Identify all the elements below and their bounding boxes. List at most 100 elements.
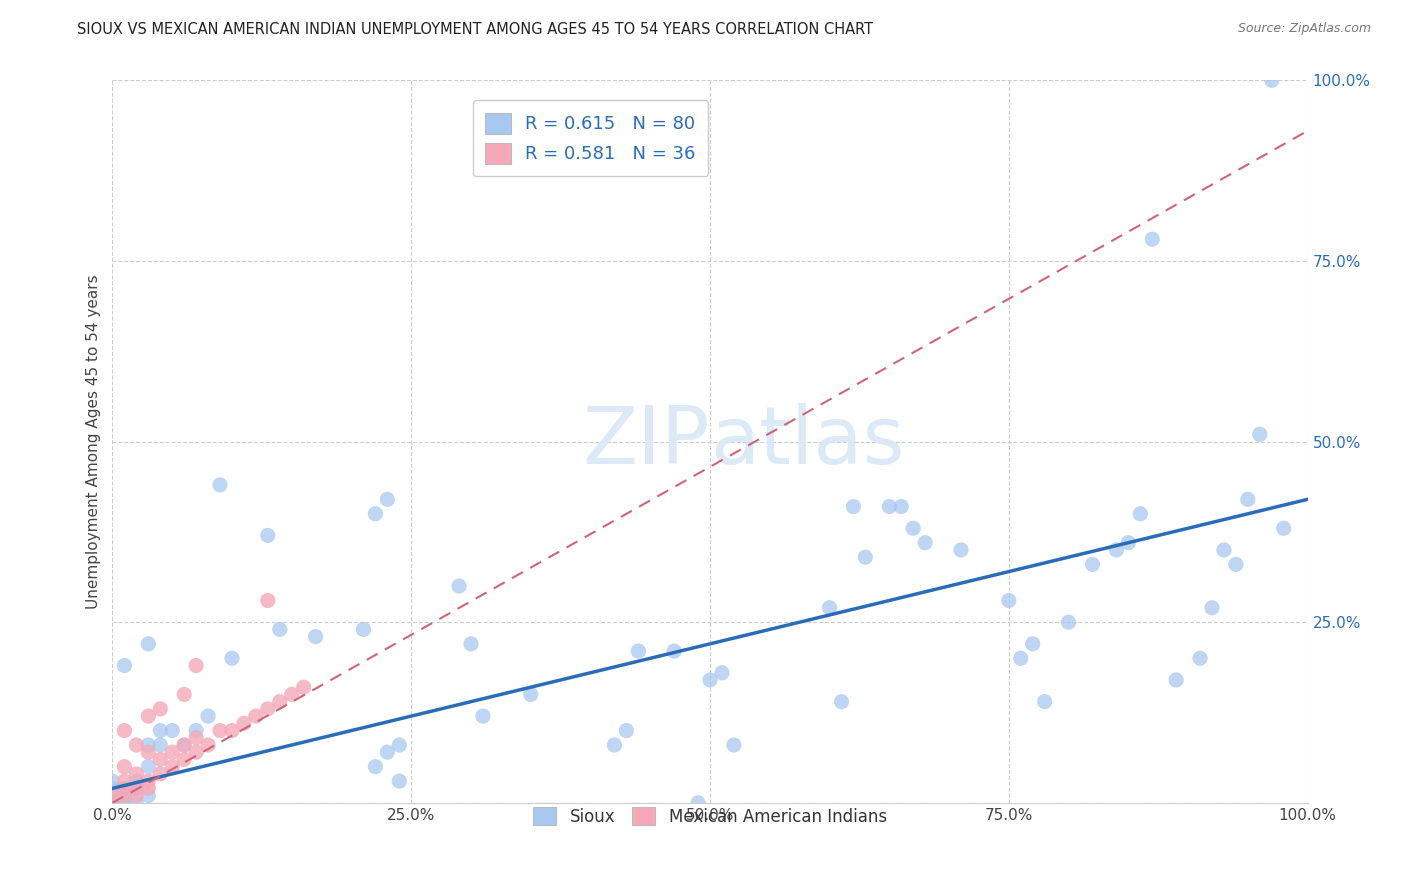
Point [281,687,304,701]
Point [616,723,638,738]
Point [520,687,543,701]
Point [269,623,291,637]
Point [101,796,124,810]
Point [149,723,172,738]
Point [114,789,135,803]
Point [664,644,686,658]
Point [1189,651,1212,665]
Y-axis label: Unemployment Among Ages 45 to 54 years: Unemployment Among Ages 45 to 54 years [86,274,101,609]
Point [114,796,135,810]
Point [209,478,232,492]
Point [1057,615,1080,630]
Point [149,738,172,752]
Point [221,651,243,665]
Text: Source: ZipAtlas.com: Source: ZipAtlas.com [1237,22,1371,36]
Point [305,630,328,644]
Point [1272,521,1295,535]
Point [173,687,195,701]
Point [269,695,291,709]
Point [1166,673,1188,687]
Point [114,658,135,673]
Point [1010,651,1032,665]
Point [149,752,172,766]
Point [699,673,721,687]
Point [186,745,208,759]
Point [245,709,267,723]
Point [101,789,124,803]
Point [138,745,160,759]
Point [711,665,734,680]
Point [138,738,160,752]
Point [186,731,208,745]
Point [125,789,148,803]
Point [173,738,195,752]
Point [209,723,232,738]
Point [1225,558,1247,572]
Point [1081,558,1104,572]
Point [818,600,841,615]
Point [688,796,710,810]
Point [186,658,208,673]
Point [855,550,877,565]
Point [114,789,135,803]
Point [149,767,172,781]
Text: atlas: atlas [710,402,904,481]
Point [138,781,160,796]
Point [125,781,148,796]
Point [101,789,124,803]
Point [173,752,195,766]
Point [1105,542,1128,557]
Point [842,500,865,514]
Point [1118,535,1140,549]
Point [388,738,411,752]
Point [377,492,399,507]
Point [1249,427,1271,442]
Point [1142,232,1164,246]
Point [125,767,148,781]
Point [114,796,135,810]
Point [1237,492,1260,507]
Point [186,723,208,738]
Point [364,507,387,521]
Point [101,789,124,803]
Point [388,774,411,789]
Point [138,637,160,651]
Point [1022,637,1045,651]
Point [125,781,148,796]
Point [1129,507,1152,521]
Point [125,774,148,789]
Point [114,723,135,738]
Point [292,680,315,694]
Point [914,535,936,549]
Point [125,781,148,796]
Point [114,796,135,810]
Point [114,781,135,796]
Point [377,745,399,759]
Point [101,796,124,810]
Legend: Sioux, Mexican American Indians: Sioux, Mexican American Indians [524,799,896,834]
Point [114,774,135,789]
Point [101,789,124,803]
Point [1261,73,1284,87]
Point [364,760,387,774]
Point [114,789,135,803]
Point [162,723,183,738]
Point [257,528,280,542]
Point [114,760,135,774]
Point [101,796,124,810]
Point [221,723,243,738]
Point [831,695,853,709]
Point [125,796,148,810]
Point [879,500,901,514]
Point [138,789,160,803]
Point [460,637,482,651]
Point [197,709,219,723]
Point [138,774,160,789]
Point [998,593,1021,607]
Point [138,760,160,774]
Point [101,774,124,789]
Point [472,709,495,723]
Point [257,702,280,716]
Point [138,709,160,723]
Point [257,593,280,607]
